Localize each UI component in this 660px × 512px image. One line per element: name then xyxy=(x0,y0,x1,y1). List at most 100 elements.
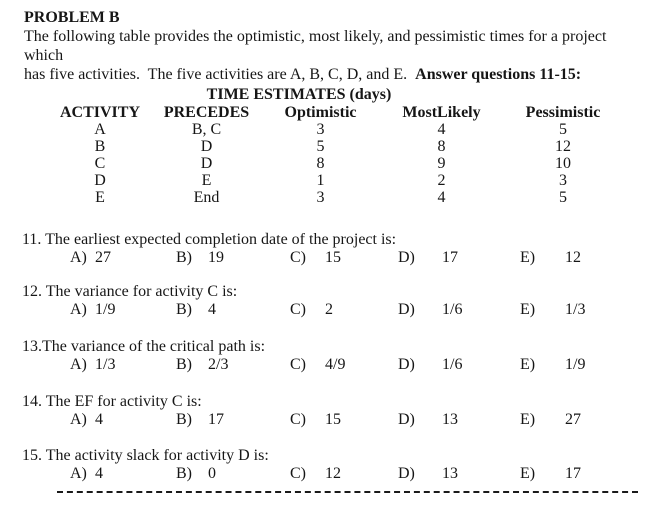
option-value: 17 xyxy=(208,411,224,428)
option-value: 1/6 xyxy=(442,301,463,318)
table-row-e: E End 3 4 5 xyxy=(0,189,623,206)
option-c: C) 12 xyxy=(290,465,341,482)
cell-optimistic: 3 xyxy=(316,189,325,206)
question-text: 12. The variance for activity C is: xyxy=(22,283,238,300)
intro-line-2: has five activities. The five activities… xyxy=(24,66,416,83)
question-options: A) 27 B) 19 C) 15 D) 17 E) 12 xyxy=(0,249,660,266)
option-a: A) 4 xyxy=(70,411,103,428)
problem-header: PROBLEM B The following table provides t… xyxy=(24,8,640,84)
option-b: B) 17 xyxy=(176,411,224,428)
option-b: B) 4 xyxy=(176,301,216,318)
cell-precedes: End xyxy=(193,189,220,206)
table-row-d: D E 1 2 3 xyxy=(0,172,623,189)
option-value: 15 xyxy=(325,411,341,428)
option-value: 13 xyxy=(442,411,458,428)
option-e: E) 17 xyxy=(520,465,581,482)
question-15: 15. The activity slack for activity D is… xyxy=(0,447,660,482)
cell-mostlikely: 2 xyxy=(437,172,446,189)
option-e: E) 1/9 xyxy=(520,356,585,373)
option-value: 4 xyxy=(208,301,216,318)
cell-mostlikely: 4 xyxy=(437,121,446,138)
option-letter: A) xyxy=(70,249,87,266)
option-value: 17 xyxy=(442,249,458,266)
question-12: 12. The variance for activity C is: A) 1/… xyxy=(0,283,660,318)
option-value: 12 xyxy=(325,465,341,482)
option-letter: D) xyxy=(398,301,415,318)
cell-pessimistic: 3 xyxy=(559,172,567,189)
option-c: C) 2 xyxy=(290,301,333,318)
cell-optimistic: 3 xyxy=(316,121,325,138)
question-13: 13.The variance of the critical path is:… xyxy=(0,338,660,373)
option-b: B) 19 xyxy=(176,249,224,266)
option-value: 1/9 xyxy=(95,301,116,318)
option-value: 17 xyxy=(565,465,581,482)
question-14: 14. The EF for activity C is: A) 4 B) 17 C… xyxy=(0,393,660,428)
option-value: 4 xyxy=(95,465,103,482)
option-b: B) 0 xyxy=(176,465,216,482)
option-a: A) 1/3 xyxy=(70,356,115,373)
option-d: D) 1/6 xyxy=(398,356,462,373)
intro-bold-instruction: Answer questions 11-15: xyxy=(415,66,582,83)
option-letter: E) xyxy=(520,411,536,428)
option-value: 4 xyxy=(95,411,103,428)
option-letter: D) xyxy=(398,356,415,373)
cell-optimistic: 8 xyxy=(316,155,325,172)
option-letter: E) xyxy=(520,356,536,373)
question-text: 14. The EF for activity C is: xyxy=(22,393,202,410)
cell-activity: B xyxy=(94,138,106,155)
option-letter: D) xyxy=(398,249,415,266)
option-letter: B) xyxy=(176,465,192,482)
cell-precedes: E xyxy=(201,172,212,189)
option-letter: C) xyxy=(290,465,306,482)
table-title: TIME ESTIMATES (days) xyxy=(206,86,392,103)
option-letter: B) xyxy=(176,356,192,373)
option-a: A) 27 xyxy=(70,249,111,266)
cell-pessimistic: 10 xyxy=(555,155,571,172)
cell-mostlikely: 8 xyxy=(437,138,446,155)
option-letter: C) xyxy=(290,356,306,373)
table-row-a: A B, C 3 4 5 xyxy=(0,121,623,138)
question-options: A) 1/9 B) 4 C) 2 D) 1/6 E) 1/3 xyxy=(0,301,660,318)
option-value: 27 xyxy=(565,411,581,428)
question-options: A) 4 B) 17 C) 15 D) 13 E) 27 xyxy=(0,411,660,428)
cell-pessimistic: 5 xyxy=(559,121,567,138)
option-letter: A) xyxy=(70,411,87,428)
option-letter: A) xyxy=(70,301,87,318)
option-letter: B) xyxy=(176,411,192,428)
option-letter: C) xyxy=(290,411,306,428)
cell-mostlikely: 4 xyxy=(437,189,446,206)
option-letter: B) xyxy=(176,249,192,266)
option-value: 1/3 xyxy=(565,301,586,318)
option-value: 4/9 xyxy=(325,356,346,373)
option-c: C) 15 xyxy=(290,411,341,428)
option-letter: C) xyxy=(290,249,306,266)
option-letter: D) xyxy=(398,411,415,428)
cell-pessimistic: 12 xyxy=(555,138,571,155)
problem-title: PROBLEM B xyxy=(24,9,120,26)
cell-activity: D xyxy=(94,172,106,189)
option-e: E) 12 xyxy=(520,249,581,266)
table-row-c: C D 8 9 10 xyxy=(0,155,623,172)
question-options: A) 1/3 B) 2/3 C) 4/9 D) 1/6 E) 1/9 xyxy=(0,356,660,373)
column-header-mostlikely: MostLikely xyxy=(402,104,481,121)
option-a: A) 4 xyxy=(70,465,103,482)
option-e: E) 27 xyxy=(520,411,581,428)
cell-pessimistic: 5 xyxy=(559,189,567,206)
column-header-pessimistic: Pessimistic xyxy=(525,104,601,121)
option-e: E) 1/3 xyxy=(520,301,585,318)
question-options: A) 4 B) 0 C) 12 D) 13 E) 17 xyxy=(0,465,660,482)
option-value: 0 xyxy=(208,465,216,482)
option-value: 2 xyxy=(325,301,333,318)
option-value: 1/3 xyxy=(95,356,116,373)
time-estimates-section: TIME ESTIMATES (days) ACTIVITY PRECEDES … xyxy=(0,86,660,206)
time-estimates-table: ACTIVITY PRECEDES Optimistic MostLikely … xyxy=(0,104,623,206)
option-d: D) 13 xyxy=(398,411,458,428)
option-d: D) 17 xyxy=(398,249,458,266)
option-letter: E) xyxy=(520,301,536,318)
option-value: 1/6 xyxy=(442,356,463,373)
question-text: 11. The earliest expected completion dat… xyxy=(22,231,397,248)
option-d: D) 13 xyxy=(398,465,458,482)
option-letter: B) xyxy=(176,301,192,318)
option-letter: C) xyxy=(290,301,306,318)
